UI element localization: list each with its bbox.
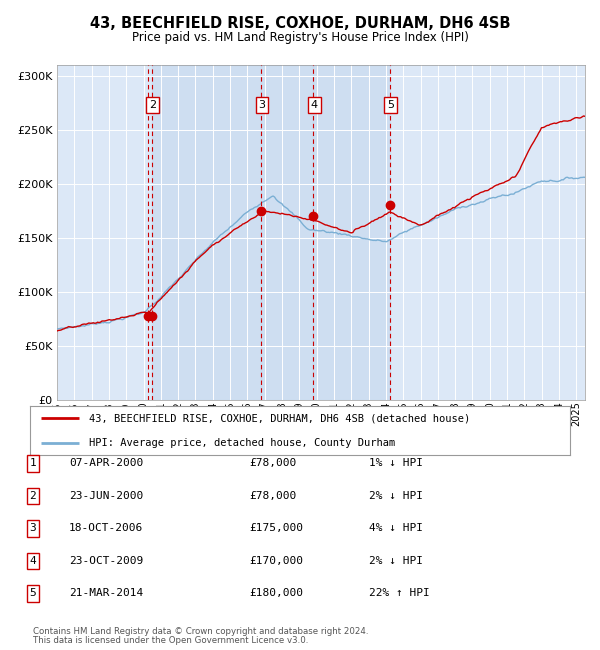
Text: This data is licensed under the Open Government Licence v3.0.: This data is licensed under the Open Gov…	[33, 636, 308, 645]
Text: 4: 4	[311, 100, 318, 110]
Text: Price paid vs. HM Land Registry's House Price Index (HPI): Price paid vs. HM Land Registry's House …	[131, 31, 469, 44]
Bar	[152, 65, 261, 400]
Text: 1: 1	[29, 458, 37, 469]
Text: 43, BEECHFIELD RISE, COXHOE, DURHAM, DH6 4SB (detached house): 43, BEECHFIELD RISE, COXHOE, DURHAM, DH6…	[89, 413, 470, 423]
Text: £180,000: £180,000	[249, 588, 303, 599]
Text: 3: 3	[29, 523, 37, 534]
Text: 2% ↓ HPI: 2% ↓ HPI	[369, 491, 423, 501]
Text: 4% ↓ HPI: 4% ↓ HPI	[369, 523, 423, 534]
Text: 22% ↑ HPI: 22% ↑ HPI	[369, 588, 430, 599]
Text: 1% ↓ HPI: 1% ↓ HPI	[369, 458, 423, 469]
Text: £78,000: £78,000	[249, 458, 296, 469]
Text: 21-MAR-2014: 21-MAR-2014	[69, 588, 143, 599]
Text: £78,000: £78,000	[249, 491, 296, 501]
Text: £170,000: £170,000	[249, 556, 303, 566]
Text: 43, BEECHFIELD RISE, COXHOE, DURHAM, DH6 4SB: 43, BEECHFIELD RISE, COXHOE, DURHAM, DH6…	[90, 16, 510, 31]
Text: HPI: Average price, detached house, County Durham: HPI: Average price, detached house, Coun…	[89, 438, 395, 448]
Text: 2: 2	[29, 491, 37, 501]
Text: 07-APR-2000: 07-APR-2000	[69, 458, 143, 469]
Text: 5: 5	[29, 588, 37, 599]
Text: 2% ↓ HPI: 2% ↓ HPI	[369, 556, 423, 566]
Text: 23-JUN-2000: 23-JUN-2000	[69, 491, 143, 501]
Text: £175,000: £175,000	[249, 523, 303, 534]
Text: Contains HM Land Registry data © Crown copyright and database right 2024.: Contains HM Land Registry data © Crown c…	[33, 627, 368, 636]
Text: 3: 3	[259, 100, 266, 110]
Text: 4: 4	[29, 556, 37, 566]
Text: 2: 2	[149, 100, 156, 110]
Text: 23-OCT-2009: 23-OCT-2009	[69, 556, 143, 566]
Bar	[313, 65, 390, 400]
Text: 18-OCT-2006: 18-OCT-2006	[69, 523, 143, 534]
Bar	[261, 65, 313, 400]
Text: 5: 5	[387, 100, 394, 110]
